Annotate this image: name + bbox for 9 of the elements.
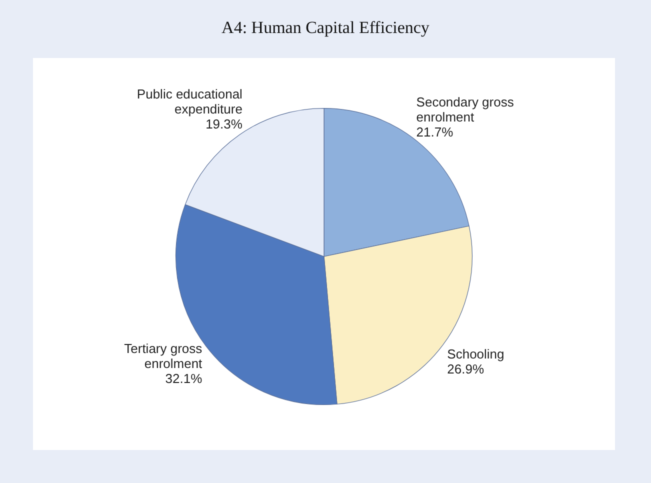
slice-label: Secondary gross enrolment bbox=[416, 94, 514, 125]
data-label: 26.9% bbox=[447, 362, 484, 377]
slice-label: Public educational expenditure bbox=[136, 86, 243, 117]
data-label: 19.3% bbox=[206, 116, 243, 132]
slice-label: Schooling bbox=[447, 346, 504, 362]
slice-label: Tertiary gross enrolment bbox=[124, 340, 203, 371]
data-label: 32.1% bbox=[165, 370, 203, 386]
data-label: 21.7% bbox=[416, 124, 454, 140]
chart-title: A4: Human Capital Efficiency bbox=[220, 18, 430, 38]
